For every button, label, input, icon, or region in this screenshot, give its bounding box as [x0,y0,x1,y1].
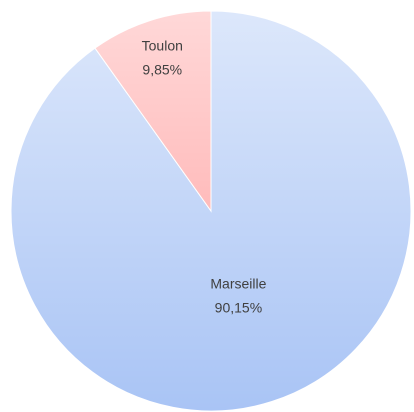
pie [10,10,412,412]
labels: Marseille 90,15% Toulon 9,85% [142,37,267,315]
slice-value-label: 90,15% [215,299,262,315]
slice-category-label: Toulon [142,37,183,53]
slice-category-label: Marseille [210,275,266,291]
slice-value-label: 9,85% [142,61,182,77]
